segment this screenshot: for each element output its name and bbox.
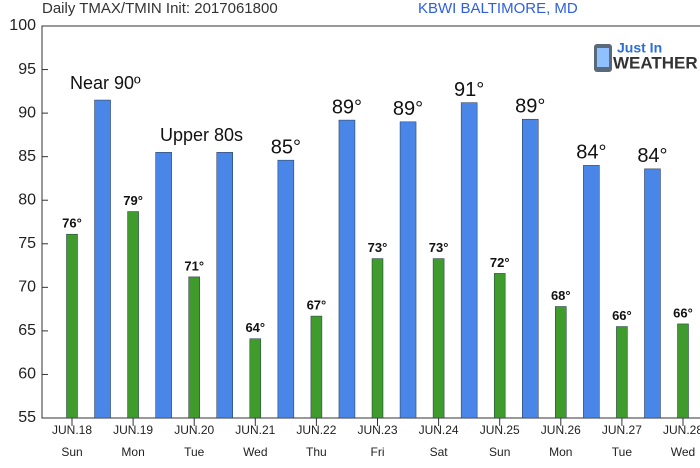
logo-bottom: WEATHER <box>613 53 698 72</box>
chart-title: Daily TMAX/TMIN Init: 2017061800 <box>42 0 278 17</box>
x-tick-sublabel: Sat <box>430 445 449 459</box>
logo-top: Just In <box>617 40 662 56</box>
bar <box>555 306 567 419</box>
value-label: 85° <box>271 136 301 158</box>
value-label: 84° <box>576 142 606 164</box>
bar <box>310 315 323 419</box>
x-tick-label: JUN.18 <box>52 423 92 437</box>
y-tick-label: 85 <box>18 148 36 165</box>
plot-frame <box>41 25 700 419</box>
value-label: 72° <box>490 255 510 270</box>
value-label: 73° <box>368 240 388 255</box>
y-tick-label: 65 <box>18 322 36 339</box>
value-label: 84° <box>637 145 667 167</box>
value-label: 66° <box>673 305 693 320</box>
value-label: 67° <box>307 298 327 313</box>
bar <box>371 258 384 419</box>
x-tick-sublabel: Mon <box>549 445 572 459</box>
bar <box>94 99 111 419</box>
y-tick-label: 55 <box>18 409 36 426</box>
chart-subtitle: KBWI BALTIMORE, MD <box>418 0 578 17</box>
bar <box>677 323 689 419</box>
x-tick-sublabel: Tue <box>184 445 205 459</box>
x-tick-sublabel: Tue <box>612 445 633 459</box>
annotation: Near 90º <box>70 73 141 93</box>
value-label: 89° <box>393 98 423 120</box>
annotation: Upper 80s <box>160 125 243 145</box>
bar <box>188 276 200 419</box>
y-tick-label: 70 <box>18 279 36 296</box>
logo-screen <box>597 48 609 67</box>
x-tick-label: JUN.28 <box>663 423 700 437</box>
value-label: 89° <box>332 96 362 118</box>
bar <box>583 165 600 419</box>
y-tick-label: 60 <box>18 366 36 383</box>
x-tick-label: JUN.23 <box>357 423 397 437</box>
bar <box>644 168 661 419</box>
x-tick-label: JUN.22 <box>296 423 336 437</box>
bar <box>249 338 262 419</box>
x-tick-label: JUN.20 <box>174 423 214 437</box>
y-tick-label: 100 <box>9 17 36 34</box>
x-tick-sublabel: Sun <box>489 445 510 459</box>
y-tick-label: 80 <box>18 191 36 208</box>
bar <box>155 152 172 419</box>
bar <box>522 118 539 419</box>
bar <box>127 211 139 419</box>
bar <box>66 233 78 419</box>
bar <box>399 121 417 419</box>
value-label: 71° <box>184 258 204 273</box>
value-label: 91° <box>454 79 484 101</box>
bar <box>493 273 506 419</box>
value-label: 73° <box>429 240 449 255</box>
value-label: 79° <box>123 193 143 208</box>
x-tick-sublabel: Wed <box>243 445 267 459</box>
value-label: 66° <box>612 308 632 323</box>
bar <box>277 159 295 419</box>
value-label: 64° <box>245 320 265 335</box>
y-tick-label: 95 <box>18 61 36 78</box>
x-tick-sublabel: Mon <box>121 445 144 459</box>
bar <box>616 326 628 419</box>
x-tick-sublabel: Fri <box>371 445 385 459</box>
bar <box>338 119 356 419</box>
value-label: 89° <box>515 95 545 117</box>
x-tick-sublabel: Wed <box>671 445 695 459</box>
x-tick-sublabel: Thu <box>306 445 327 459</box>
bar <box>432 258 445 419</box>
bar <box>216 152 233 419</box>
bar <box>460 102 478 419</box>
y-tick-label: 75 <box>18 235 36 252</box>
x-tick-sublabel: Sun <box>61 445 82 459</box>
logo: Just In WEATHER <box>594 40 698 72</box>
x-tick-label: JUN.24 <box>419 423 459 437</box>
x-tick-label: JUN.26 <box>541 423 581 437</box>
value-label: 76° <box>62 216 82 231</box>
x-tick-label: JUN.25 <box>480 423 520 437</box>
y-tick-label: 90 <box>18 104 36 121</box>
x-tick-label: JUN.19 <box>113 423 153 437</box>
x-tick-label: JUN.21 <box>235 423 275 437</box>
x-tick-label: JUN.27 <box>602 423 642 437</box>
value-label: 68° <box>551 288 571 303</box>
